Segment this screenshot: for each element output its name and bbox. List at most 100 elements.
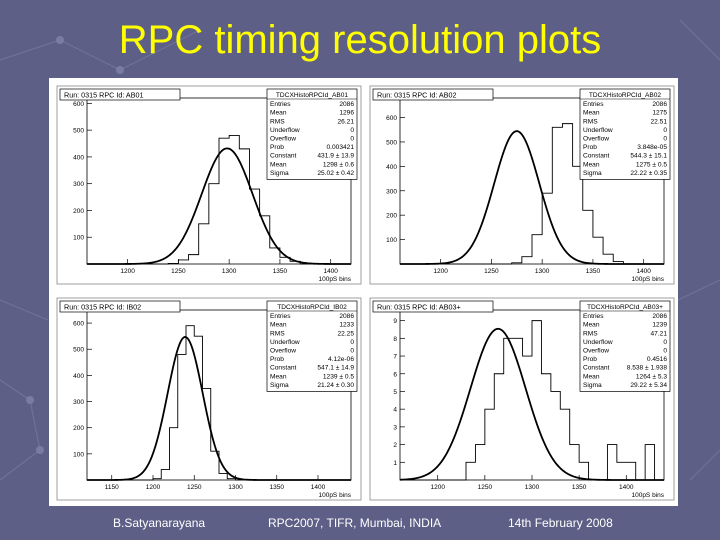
stats-key: Mean <box>583 110 600 117</box>
y-tick-label: 100 <box>73 451 84 458</box>
plot-figure: 100 200 300 400 500 600 1200 1250 1300 1350 1400 10… <box>49 78 678 506</box>
x-tick-label: 1400 <box>323 268 338 275</box>
x-tick-label: 1300 <box>222 268 237 275</box>
x-tick-label: 1200 <box>433 268 448 275</box>
stats-value: 0.003421 <box>326 144 354 151</box>
stats-value: 0 <box>663 348 667 355</box>
stats-key: Overflow <box>583 136 609 143</box>
y-tick-label: 600 <box>73 101 84 108</box>
stats-key: Entries <box>583 101 604 108</box>
y-tick-label: 9 <box>393 318 397 325</box>
stats-key: Underflow <box>583 127 613 134</box>
y-tick-label: 200 <box>386 213 397 220</box>
stats-value: 1239 <box>652 322 667 329</box>
y-tick-label: 500 <box>73 128 84 135</box>
stats-key: Constant <box>583 153 610 160</box>
stats-key: Underflow <box>270 127 300 134</box>
stats-value: 4.12e-06 <box>328 356 354 363</box>
stats-key: Constant <box>270 153 297 160</box>
x-tick-label: 1250 <box>187 484 202 491</box>
histogram-panel: 100 200 300 400 500 600 1200 1250 1300 1350 140010… <box>369 85 675 285</box>
x-axis-label: 100pS bins <box>631 492 664 499</box>
stats-value: 1275 ± 0.5 <box>636 161 667 168</box>
stats-title: TDCXHistoRPCId_AB03+ <box>587 304 663 311</box>
x-tick-label: 1200 <box>430 484 445 491</box>
y-tick-label: 300 <box>73 181 84 188</box>
stats-value: 0 <box>663 339 667 346</box>
stats-key: Prob <box>270 356 284 363</box>
stats-value: 1298 ± 0.6 <box>323 161 354 168</box>
stats-key: RMS <box>270 118 285 125</box>
y-tick-label: 500 <box>386 139 397 146</box>
x-tick-label: 1350 <box>273 268 288 275</box>
x-tick-label: 1400 <box>636 268 651 275</box>
stats-value: 0 <box>350 127 354 134</box>
x-tick-label: 1350 <box>270 484 285 491</box>
run-title: Run: 0315 RPC Id: IB02 <box>64 303 141 312</box>
y-tick-label: 400 <box>73 373 84 380</box>
stats-value: 0.4516 <box>647 356 668 363</box>
stats-value: 1264 ± 5.3 <box>636 373 667 380</box>
x-tick-label: 1150 <box>105 484 119 491</box>
stats-value: 2086 <box>339 313 354 320</box>
footer-conference: RPC2007, TIFR, Mumbai, INDIA <box>268 516 442 530</box>
y-tick-label: 7 <box>393 354 397 361</box>
x-tick-label: 1200 <box>120 268 135 275</box>
y-tick-label: 200 <box>73 208 84 215</box>
y-tick-label: 5 <box>393 389 397 396</box>
stats-key: Overflow <box>270 136 296 143</box>
y-tick-label: 4 <box>393 407 397 414</box>
x-axis-label: 100pS bins <box>318 276 351 283</box>
stats-title: TDCXHistoRPCId_IB02 <box>277 304 347 311</box>
stats-value: 0 <box>350 348 354 355</box>
run-title-box <box>372 88 494 101</box>
y-tick-label: 600 <box>386 115 397 122</box>
y-tick-label: 600 <box>73 321 84 328</box>
gaussian-fit-curve <box>87 147 351 265</box>
stats-value: 431.9 ± 13.9 <box>317 153 354 160</box>
stats-value: 1275 <box>652 110 667 117</box>
stats-key: Overflow <box>583 348 609 355</box>
stats-value: 21.24 ± 0.30 <box>317 382 354 389</box>
x-tick-label: 1250 <box>484 268 499 275</box>
x-tick-label: 1250 <box>171 268 186 275</box>
stats-value: 22.22 ± 0.35 <box>630 170 667 177</box>
stats-key: Mean <box>270 110 287 117</box>
stats-value: 0 <box>663 136 667 143</box>
x-tick-label: 1200 <box>146 484 161 491</box>
stats-key: Constant <box>583 365 610 372</box>
histogram-panel: 100 200 300 400 500 600 1150 1200 1250 1300 1350 14… <box>56 297 362 501</box>
stats-box <box>579 88 671 180</box>
stats-value: 2086 <box>652 101 667 108</box>
stats-key: Mean <box>270 373 287 380</box>
stats-title: TDCXHistoRPCId_AB02 <box>589 92 662 99</box>
y-tick-label: 300 <box>386 188 397 195</box>
run-title-box <box>372 300 494 313</box>
stats-value: 0 <box>350 136 354 143</box>
run-title: Run: 0315 RPC Id: AB03+ <box>377 303 461 312</box>
stats-box <box>266 300 358 392</box>
gaussian-fit-curve <box>87 336 351 481</box>
stats-key: Sigma <box>583 170 602 177</box>
y-tick-label: 100 <box>386 237 397 244</box>
y-tick-label: 400 <box>386 164 397 171</box>
histogram-panel: 100 200 300 400 500 600 1200 1250 1300 1350 140010… <box>56 85 362 285</box>
stats-key: Constant <box>270 365 297 372</box>
histogram-steps <box>87 135 351 265</box>
stats-value: 8.538 ± 1.938 <box>627 365 668 372</box>
x-tick-label: 1350 <box>586 268 601 275</box>
stats-key: Prob <box>583 356 597 363</box>
x-tick-label: 1250 <box>478 484 493 491</box>
stats-key: Entries <box>583 313 604 320</box>
stats-key: Underflow <box>270 339 300 346</box>
stats-value: 2086 <box>339 101 354 108</box>
stats-key: Entries <box>270 101 291 108</box>
stats-value: 22.51 <box>650 118 667 125</box>
y-tick-label: 400 <box>73 154 84 161</box>
stats-value: 25.02 ± 0.42 <box>317 170 354 177</box>
y-tick-label: 1 <box>393 460 397 467</box>
footer-date: 14th February 2008 <box>508 516 613 530</box>
x-tick-label: 1400 <box>619 484 634 491</box>
